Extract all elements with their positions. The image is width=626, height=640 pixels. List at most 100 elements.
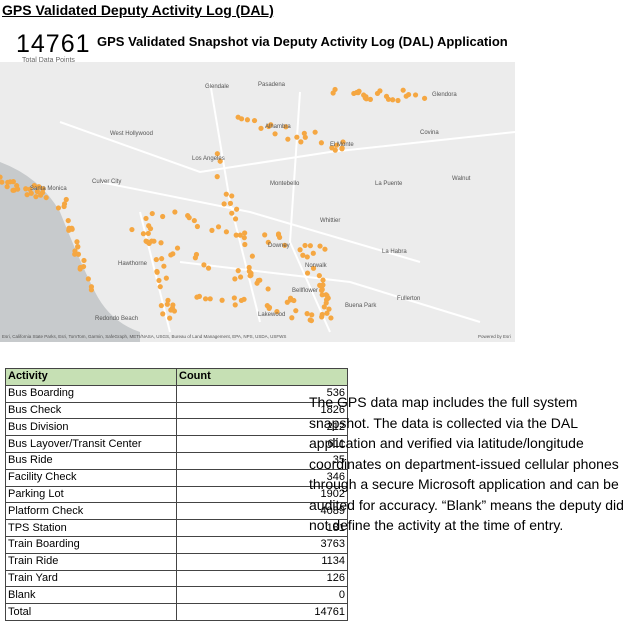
place-label: Buena Park xyxy=(345,303,377,309)
activity-dot xyxy=(272,131,278,137)
table-row: Bus Ride 35 xyxy=(5,451,348,470)
table-cell: Facility Check xyxy=(5,468,177,487)
place-label: Glendora xyxy=(432,92,457,98)
table-cell: Activity xyxy=(5,368,177,386)
activity-dot xyxy=(304,311,310,317)
activity-dot xyxy=(43,194,49,201)
activity-dot xyxy=(265,286,271,292)
table-row: Activity Count xyxy=(5,368,348,386)
activity-dot xyxy=(223,191,229,197)
table-cell: Total xyxy=(5,603,177,621)
activity-dot xyxy=(304,270,311,276)
activity-dot xyxy=(309,312,315,318)
activity-dot xyxy=(264,303,270,309)
activity-dot xyxy=(129,226,135,233)
activity-dot xyxy=(317,282,323,288)
activity-dot xyxy=(251,117,258,124)
activity-dot xyxy=(171,308,178,314)
activity-dot xyxy=(312,129,318,135)
activity-dot xyxy=(298,139,304,145)
activity-dot xyxy=(69,226,75,232)
activity-dot xyxy=(304,254,310,260)
place-label: La Habra xyxy=(382,249,407,255)
activity-dot xyxy=(241,235,247,241)
activity-dot xyxy=(289,315,295,321)
activity-dot xyxy=(75,251,82,257)
table-row: Platform Check 4089 xyxy=(5,502,348,521)
activity-dot xyxy=(24,192,30,198)
kpi-value: 14761 xyxy=(16,30,91,58)
activity-dot xyxy=(219,297,225,303)
activity-dot xyxy=(160,311,166,317)
activity-dot xyxy=(207,296,213,302)
place-label: Whittier xyxy=(320,218,340,224)
activity-dot xyxy=(61,201,68,207)
activity-dot xyxy=(283,124,289,130)
activity-dot xyxy=(160,213,166,220)
activity-dot xyxy=(201,262,207,268)
place-label: Downey xyxy=(268,243,290,249)
activity-dot xyxy=(149,210,155,217)
activity-dot xyxy=(231,295,237,301)
activity-dot xyxy=(268,122,274,128)
place-label: Santa Monica xyxy=(30,186,67,192)
activity-dot xyxy=(282,242,288,248)
activity-dot xyxy=(140,231,147,237)
activity-dot xyxy=(242,230,248,236)
table-row: Blank 0 xyxy=(5,586,348,605)
activity-dot xyxy=(77,264,83,271)
activity-dot xyxy=(321,304,327,310)
activity-dot xyxy=(88,284,95,290)
activity-dot xyxy=(36,184,42,190)
activity-dot xyxy=(238,116,245,122)
place-label: Bellflower xyxy=(292,288,318,294)
activity-dot xyxy=(274,309,280,315)
activity-dot xyxy=(340,139,346,145)
activity-dot xyxy=(191,217,197,224)
activity-dot xyxy=(285,136,291,142)
activity-dot xyxy=(258,125,264,131)
activity-dot xyxy=(328,315,334,321)
activity-dot xyxy=(81,257,87,264)
activity-dot xyxy=(63,196,69,203)
place-label: West Hollywood xyxy=(110,131,153,137)
note-text: The GPS data map includes the full syste… xyxy=(309,394,624,533)
activity-dot xyxy=(234,206,240,212)
activity-dot xyxy=(154,268,160,275)
map-attribution: Esri, California State Parks, Esri, TomT… xyxy=(2,334,286,339)
activity-dot xyxy=(229,210,235,216)
activity-dot xyxy=(33,194,39,200)
table-row: Total 14761 xyxy=(5,603,348,621)
activity-dot xyxy=(246,264,252,271)
activity-dot xyxy=(217,158,223,164)
activity-dot xyxy=(196,293,203,299)
activity-dot xyxy=(317,243,323,249)
activity-dot xyxy=(257,277,263,283)
activity-dot xyxy=(330,90,336,96)
activity-table: Activity Count Bus Boarding 536 Bus Check 182… xyxy=(5,368,348,621)
table-row: Parking Lot 1902 xyxy=(5,485,348,504)
activity-dot xyxy=(170,302,176,308)
activity-dot xyxy=(146,223,152,229)
activity-dot xyxy=(310,250,316,256)
activity-dot xyxy=(262,232,268,238)
table-cell: Bus Check xyxy=(5,401,177,420)
activity-dot xyxy=(320,277,326,283)
activity-dot xyxy=(65,217,71,224)
place-label: Culver City xyxy=(92,179,121,185)
activity-dot xyxy=(332,147,338,153)
table-cell: Bus Division xyxy=(5,418,177,437)
activity-dot xyxy=(265,239,271,245)
place-label: Walnut xyxy=(452,176,471,182)
activity-dot xyxy=(164,301,170,307)
activity-dot xyxy=(144,239,150,245)
activity-dot xyxy=(323,300,329,306)
activity-dot xyxy=(307,243,313,249)
activity-dot xyxy=(167,315,173,321)
activity-dot xyxy=(172,209,178,215)
activity-dot xyxy=(355,90,361,96)
place-label: Los Angeles xyxy=(192,156,225,162)
table-cell: Parking Lot xyxy=(5,485,177,504)
activity-dot xyxy=(316,273,322,279)
